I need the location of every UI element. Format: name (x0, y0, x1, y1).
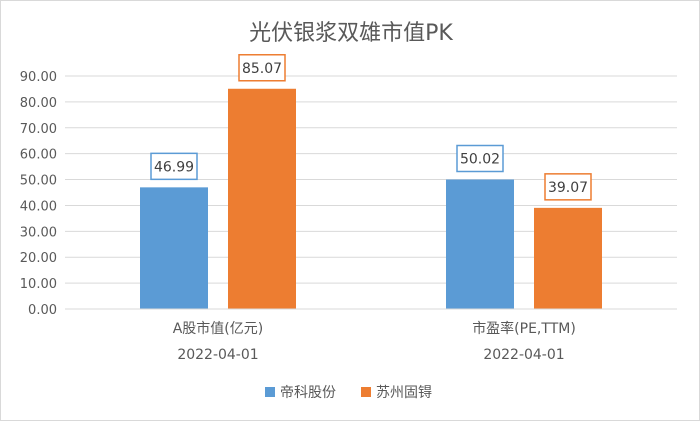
bar (446, 179, 514, 309)
legend-label: 帝科股份 (280, 385, 336, 401)
category-sublabel: 2022-04-01 (483, 347, 564, 363)
data-label-box (238, 54, 286, 82)
bar (140, 187, 208, 309)
data-label-box (150, 152, 198, 181)
y-tick-label: 0.00 (28, 303, 57, 318)
bar (228, 88, 296, 310)
y-tick-label: 30.00 (20, 225, 57, 240)
legend-swatch (361, 387, 371, 397)
data-label: 46.99 (154, 159, 194, 175)
y-tick-label: 80.00 (20, 96, 57, 111)
legend-label: 苏州固锝 (376, 384, 432, 401)
bar (534, 207, 602, 309)
y-tick-label: 90.00 (20, 70, 57, 85)
category-label: 市盈率(PE,TTM) (472, 320, 576, 337)
data-label: 85.07 (242, 61, 282, 77)
y-tick-label: 40.00 (20, 199, 57, 214)
data-label: 50.02 (460, 152, 500, 168)
y-tick-label: 70.00 (20, 122, 57, 137)
data-label-box (456, 144, 504, 173)
data-label: 39.07 (548, 180, 588, 196)
category-sublabel: 2022-04-01 (177, 347, 258, 363)
chart-title: 光伏银浆双雄市值PK (249, 21, 453, 46)
y-tick-label: 10.00 (20, 277, 57, 292)
category-label: A股市值(亿元) (173, 320, 264, 337)
y-tick-label: 50.00 (20, 174, 57, 189)
y-tick-label: 20.00 (20, 251, 57, 266)
legend-swatch (265, 387, 275, 397)
y-tick-label: 60.00 (20, 148, 57, 163)
data-label-box (544, 173, 592, 201)
